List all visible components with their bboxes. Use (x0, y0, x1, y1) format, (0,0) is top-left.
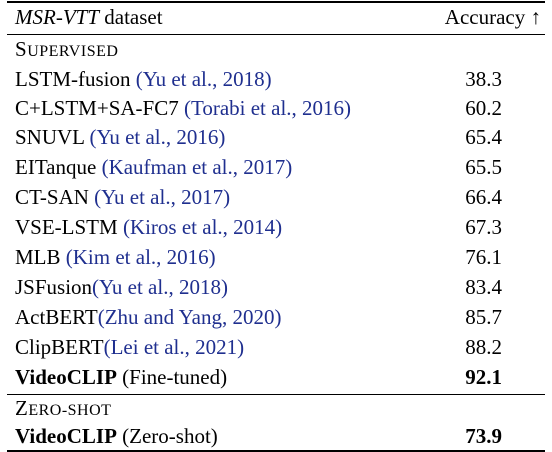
table-row: LSTM-fusion (Yu et al., 2018) 38.3 (0, 64, 552, 95)
method-name: ActBERT (15, 305, 98, 329)
section-supervised: Supervised (0, 34, 552, 65)
citation-link[interactable]: (Kiros et al., 2014) (122, 215, 283, 239)
citation-link[interactable]: (Yu et al., 2018) (135, 67, 272, 91)
citation-link[interactable]: (Kaufman et al., 2017) (101, 155, 293, 179)
method-name: C+LSTM+SA-FC7 (15, 96, 184, 120)
method-name: CT-SAN (15, 185, 95, 209)
method-name: SNUVL (15, 125, 90, 149)
section-zero-shot-initial: Z (15, 396, 29, 420)
accuracy-value: 38.3 (465, 67, 502, 91)
method-variant: (Zero-shot) (116, 424, 218, 448)
bottom-rule (7, 450, 545, 452)
top-rule (7, 1, 545, 3)
citation-link[interactable]: (Yu et al., 2018) (92, 275, 228, 299)
table-row-videoclip-finetuned: VideoCLIP (Fine-tuned) 92.1 (0, 362, 552, 393)
dataset-column-header: MSR-VTT dataset (15, 2, 163, 33)
accuracy-value: 88.2 (465, 335, 502, 359)
accuracy-value: 85.7 (465, 305, 502, 329)
citation-link[interactable]: (Yu et al., 2017) (94, 185, 231, 209)
method-name: EITanque (15, 155, 102, 179)
method-name: VideoCLIP (15, 365, 117, 389)
citation-link[interactable]: (Yu et al., 2016) (89, 125, 226, 149)
section-zero-shot: Zero-shot (0, 393, 552, 424)
table-row-videoclip-zeroshot: VideoCLIP (Zero-shot) 73.9 (0, 421, 552, 452)
section-supervised-rest: upervised (27, 43, 119, 60)
dataset-suffix: dataset (99, 5, 163, 29)
method-name: ClipBERT (15, 335, 104, 359)
table-row: C+LSTM+SA-FC7 (Torabi et al., 2016) 60.2 (0, 93, 552, 124)
accuracy-value: 92.1 (465, 365, 502, 389)
table-row: VSE-LSTM (Kiros et al., 2014) 67.3 (0, 212, 552, 243)
method-name: LSTM-fusion (15, 67, 136, 91)
accuracy-value: 76.1 (465, 245, 502, 269)
table-header: MSR-VTT dataset Accuracy ↑ (0, 2, 552, 33)
table-row: CT-SAN (Yu et al., 2017) 66.4 (0, 182, 552, 213)
accuracy-value: 83.4 (465, 275, 502, 299)
accuracy-value: 73.9 (465, 424, 502, 448)
accuracy-value: 67.3 (465, 215, 502, 239)
method-name: MLB (15, 245, 66, 269)
table-row: JSFusion(Yu et al., 2018) 83.4 (0, 272, 552, 303)
dataset-name: MSR-VTT (15, 5, 99, 29)
table-row: MLB (Kim et al., 2016) 76.1 (0, 242, 552, 273)
table-row: ActBERT(Zhu and Yang, 2020) 85.7 (0, 302, 552, 333)
method-name: JSFusion (15, 275, 93, 299)
section-zero-shot-rest: ero-shot (28, 402, 112, 419)
accuracy-value: 66.4 (465, 185, 502, 209)
table-row: ClipBERT(Lei et al., 2021) 88.2 (0, 332, 552, 363)
section-rule (7, 394, 545, 395)
accuracy-value: 65.5 (465, 155, 502, 179)
section-supervised-initial: S (15, 37, 28, 61)
method-name: VSE-LSTM (15, 215, 123, 239)
accuracy-value: 65.4 (465, 125, 502, 149)
citation-link[interactable]: (Kim et al., 2016) (65, 245, 216, 269)
citation-link[interactable]: (Torabi et al., 2016) (183, 96, 352, 120)
citation-link[interactable]: (Lei et al., 2021) (103, 335, 245, 359)
citation-link[interactable]: (Zhu and Yang, 2020) (97, 305, 282, 329)
accuracy-column-header: Accuracy ↑ (444, 5, 541, 29)
method-name: VideoCLIP (15, 424, 117, 448)
method-variant: (Fine-tuned) (116, 365, 228, 389)
table-row: SNUVL (Yu et al., 2016) 65.4 (0, 122, 552, 153)
header-rule (7, 34, 545, 35)
table-row: EITanque (Kaufman et al., 2017) 65.5 (0, 152, 552, 183)
accuracy-value: 60.2 (465, 96, 502, 120)
